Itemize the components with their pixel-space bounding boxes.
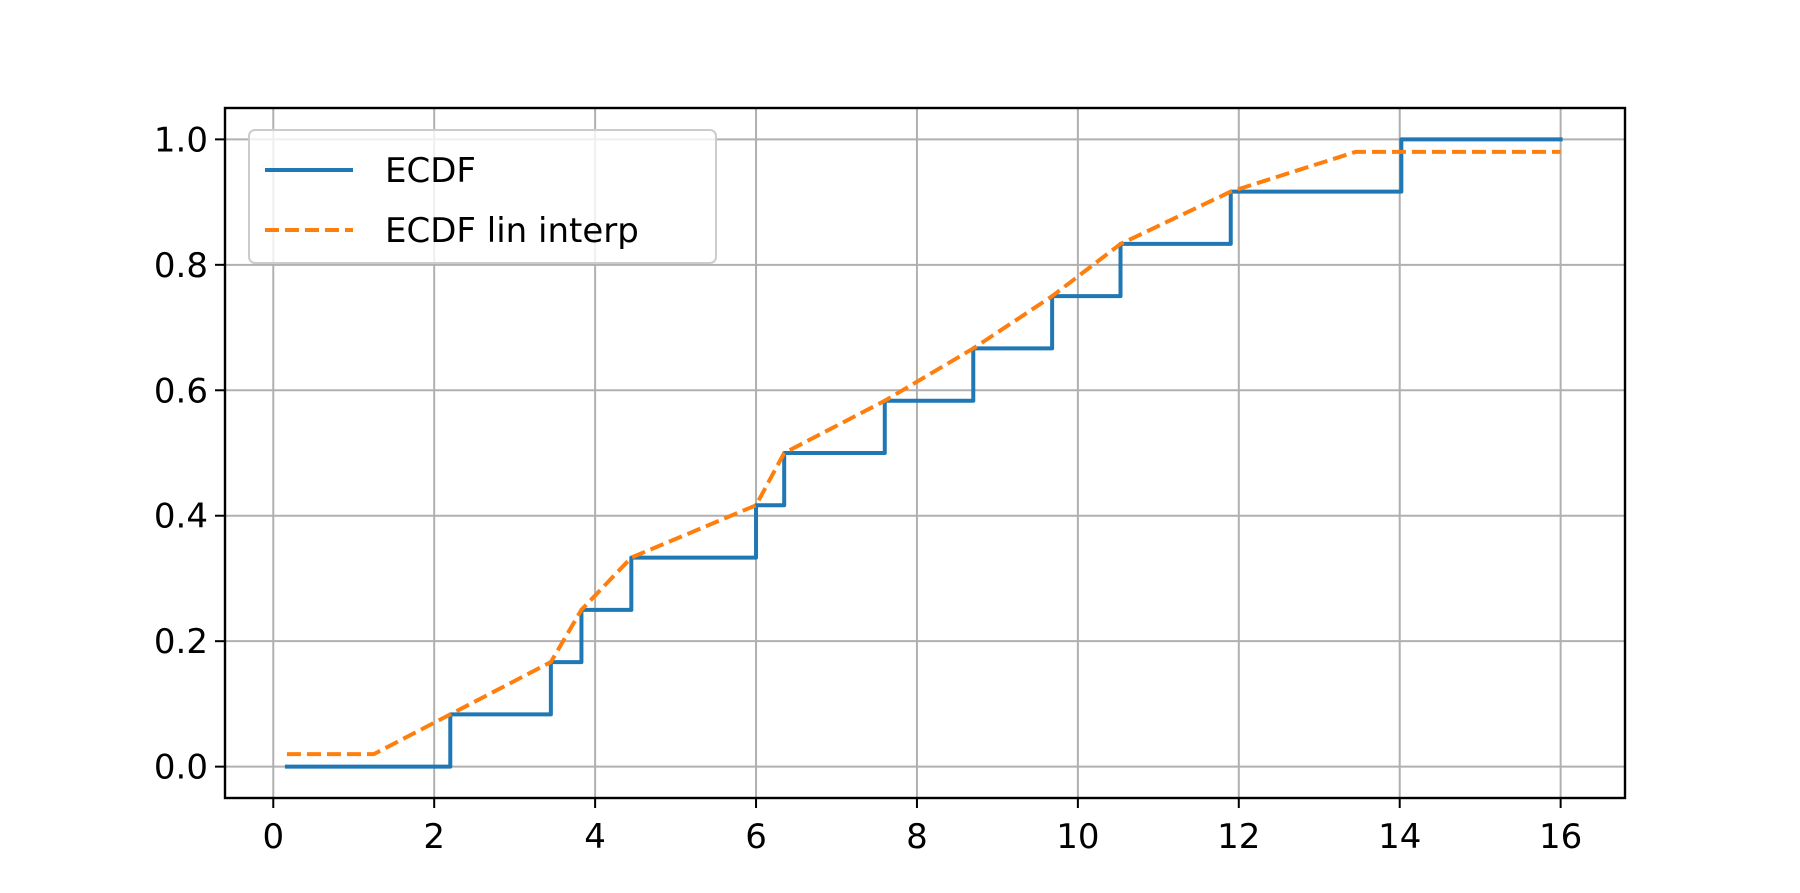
- x-tick-label: 6: [745, 817, 767, 857]
- legend-label: ECDF lin interp: [385, 211, 639, 251]
- y-tick-label: 0.6: [154, 371, 208, 411]
- y-tick-label: 0.2: [154, 622, 208, 662]
- legend-label: ECDF: [385, 151, 476, 191]
- x-tick-label: 16: [1539, 817, 1582, 857]
- x-tick-label: 8: [906, 817, 928, 857]
- ecdf-lin-interp-line: [286, 149, 1561, 757]
- y-tick-label: 1.0: [154, 120, 208, 160]
- y-tick-label: 0.0: [154, 748, 208, 788]
- y-tick-label: 0.4: [154, 497, 208, 537]
- y-tick-label: 0.8: [154, 246, 208, 286]
- x-tick-label: 0: [262, 817, 284, 857]
- x-tick-label: 2: [423, 817, 445, 857]
- x-tick-label: 14: [1378, 817, 1421, 857]
- ticks: 0 2 4 6 8 10 12 14 16 0.0 0.2 0.4 0.6 0.8 1.0: [154, 120, 1582, 857]
- x-tick-label: 10: [1056, 817, 1099, 857]
- x-tick-label: 4: [584, 817, 606, 857]
- legend-box: [248, 129, 717, 264]
- ecdf-step-line: [284, 137, 1563, 769]
- series-layer: [284, 137, 1563, 769]
- legend: ECDF ECDF lin interp: [248, 129, 717, 264]
- x-tick-label: 12: [1217, 817, 1260, 857]
- plot-frame: [223, 106, 1627, 800]
